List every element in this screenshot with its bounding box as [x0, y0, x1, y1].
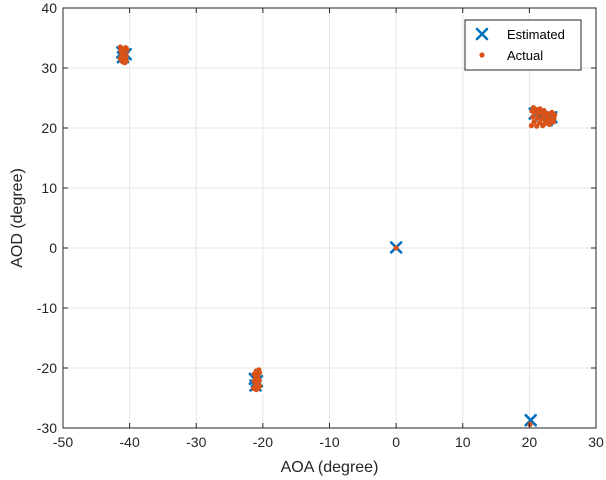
- actual-point: [534, 123, 540, 129]
- actual-point: [118, 47, 124, 53]
- estimated-point: [524, 413, 538, 427]
- actual-point: [550, 113, 556, 119]
- actual-point: [531, 119, 537, 125]
- actual-point: [534, 115, 540, 121]
- y-axis-label: AOD (degree): [9, 168, 26, 268]
- x-tick-label: 30: [588, 434, 604, 450]
- actual-point: [538, 109, 544, 115]
- actual-point: [256, 378, 262, 384]
- axis-ticks: -50 -40 -30 -20 -10 0 10 20 30 -30 -20 -10 0 10 20 30 40: [37, 0, 604, 450]
- actual-point: [536, 120, 542, 126]
- actual-point: [528, 123, 534, 129]
- x-tick-label: -40: [120, 434, 140, 450]
- legend-dot-icon: [479, 52, 485, 58]
- x-tick-label: -10: [319, 434, 339, 450]
- legend-x-icon: [475, 27, 489, 41]
- legend-box: [464, 19, 582, 71]
- y-tick-label: 30: [41, 60, 57, 76]
- actual-point: [529, 108, 535, 114]
- y-tick-label: -30: [37, 420, 57, 436]
- x-tick-label: -50: [53, 434, 73, 450]
- legend-label-actual: Actual: [507, 48, 543, 63]
- y-tick-label: 10: [41, 180, 57, 196]
- actual-point: [546, 121, 552, 127]
- actual-point: [250, 385, 257, 391]
- data-marks: [115, 44, 558, 427]
- actual-point: [527, 421, 533, 427]
- actual-point: [120, 59, 126, 65]
- x-tick-label: 10: [455, 434, 471, 450]
- x-tick-label: 20: [522, 434, 538, 450]
- actual-point: [540, 123, 546, 129]
- actual-point: [393, 245, 399, 251]
- x-tick-label: -20: [253, 434, 273, 450]
- y-tick-label: -20: [37, 360, 57, 376]
- x-tick-label: 0: [392, 434, 400, 450]
- legend-marker-estimated: [475, 27, 489, 41]
- legend-label-estimated: Estimated: [507, 27, 565, 42]
- actual-point: [539, 116, 545, 122]
- x-tick-label: -30: [186, 434, 206, 450]
- actual-point: [544, 114, 550, 120]
- y-tick-label: 0: [49, 240, 57, 256]
- actual-point: [550, 119, 556, 125]
- y-tick-label: -10: [37, 300, 57, 316]
- y-tick-label: 20: [41, 120, 57, 136]
- series-actual: [117, 44, 558, 427]
- actual-point: [123, 53, 129, 59]
- actual-point: [530, 114, 536, 120]
- legend: Estimated Actual: [464, 19, 582, 71]
- y-tick-label: 40: [41, 0, 57, 16]
- x-axis-label: AOA (degree): [281, 459, 379, 476]
- legend-marker-actual: [479, 52, 485, 58]
